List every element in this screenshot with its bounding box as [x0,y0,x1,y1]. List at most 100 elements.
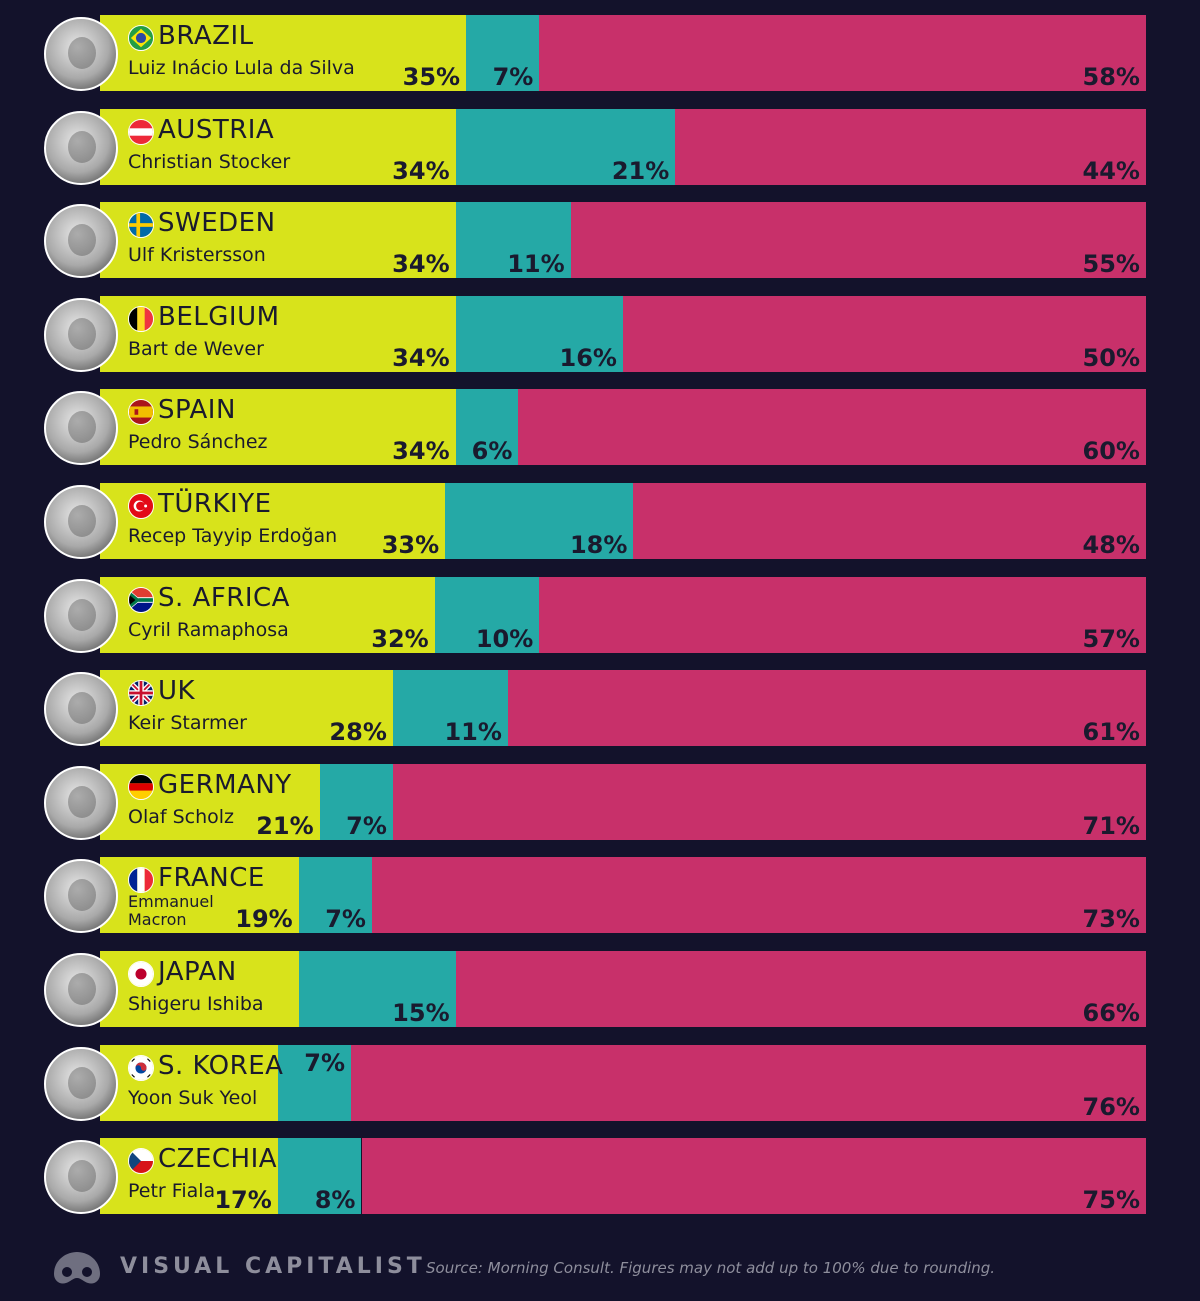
neutral-value-label: 18% [569,531,628,559]
belgium-flag-icon [128,306,154,332]
austria-flag-icon [128,119,154,145]
bar-row: 34% 16% 50% BELGIUM Bart de Wever [0,296,1200,372]
neutral-value-label: 10% [475,625,534,653]
country-label: JAPAN [158,957,237,987]
country-label: GERMANY [158,770,292,800]
disapprove-value-label: 61% [1082,718,1140,746]
neutral-value-label: 8% [314,1186,356,1214]
approve-value-label: 32% [371,625,429,653]
approve-value-label: 35% [402,63,461,91]
leader-name: Recep Tayyip Erdoğan [128,525,338,547]
visual-capitalist-logo-icon [54,1252,100,1284]
neutral-value-label: 15% [392,999,450,1027]
disapprove-value-label: 48% [1082,531,1140,559]
neutral-value-label: 7% [304,1049,346,1077]
neutral-value-label: 11% [444,718,502,746]
bar-disapprove: 73% [371,857,1146,933]
disapprove-value-label: 44% [1082,157,1140,185]
bar-neutral: 8% [277,1138,362,1214]
bar-neutral: 21% [455,109,676,185]
bar-approve: 32% [100,577,435,653]
bar-row: 28% 11% 61% UK Keir Starmer [0,670,1200,746]
leader-portrait-icon [44,1140,118,1214]
approve-value-label: 19% [235,905,293,933]
leader-portrait-icon [44,298,118,372]
leader-portrait-icon [44,579,118,653]
bar-neutral: 7% [466,15,540,91]
approve-value-label: 21% [256,812,314,840]
disapprove-value-label: 50% [1082,344,1140,372]
bar-approve: 17% [100,1138,278,1214]
bar-neutral: 7% [319,764,393,840]
bar-approve: 35% [100,15,467,91]
approve-value-label: 34% [392,250,450,278]
neutral-value-label: 7% [492,63,534,91]
approval-chart: 35% 7% 58% BRAZIL Luiz Inácio Lula da Silva 3… [0,15,1200,1214]
leader-name: Emmanuel Macron [128,892,214,929]
leader-portrait-icon [44,17,118,91]
leader-name: Cyril Ramaphosa [128,619,289,641]
bar-disapprove: 50% [623,296,1146,372]
country-label: S. AFRICA [158,583,290,613]
bar-row: 21% 7% 71% GERMANY Olaf Scholz [0,764,1200,840]
brazil-flag-icon [128,25,154,51]
country-label: SPAIN [158,395,236,425]
disapprove-value-label: 60% [1082,437,1140,465]
leader-name: Pedro Sánchez [128,431,268,453]
bar-disapprove: 60% [518,389,1146,465]
footer: VISUAL CAPITALIST Source: Morning Consul… [0,1240,1200,1301]
japan-flag-icon [128,961,154,987]
country-label: AUSTRIA [158,115,275,145]
czechia-flag-icon [128,1148,154,1174]
leader-portrait-icon [44,766,118,840]
disapprove-value-label: 75% [1082,1186,1140,1214]
leader-portrait-icon [44,485,118,559]
country-label: FRANCE [158,863,265,893]
germany-flag-icon [128,774,154,800]
bar-neutral: 7% [298,857,372,933]
spain-flag-icon [128,399,154,425]
neutral-value-label: 11% [507,250,565,278]
bar-neutral: 6% [455,389,519,465]
country-label: UK [158,676,196,706]
country-label: BRAZIL [158,21,254,51]
leader-portrait-icon [44,111,118,185]
leader-name: Ulf Kristersson [128,244,266,266]
country-label: TÜRKIYE [158,489,272,519]
bar-row: 7% 76% S. KOREA Yoon Suk Yeol [0,1045,1200,1121]
country-label: BELGIUM [158,302,280,332]
approve-value-label: 33% [381,531,440,559]
leader-name: Shigeru Ishiba [128,993,264,1015]
country-label: SWEDEN [158,208,276,238]
bar-row: 34% 21% 44% AUSTRIA Christian Stocker [0,109,1200,185]
approve-value-label: 34% [392,157,450,185]
disapprove-value-label: 73% [1082,905,1140,933]
disapprove-value-label: 66% [1082,999,1140,1027]
disapprove-value-label: 76% [1082,1093,1140,1121]
bar-row: 34% 11% 55% SWEDEN Ulf Kristersson [0,202,1200,278]
bar-row: 17% 8% 75% CZECHIA Petr Fiala [0,1138,1200,1214]
leader-name: Luiz Inácio Lula da Silva [128,57,355,79]
country-label: S. KOREA [158,1051,284,1081]
approve-value-label: 17% [214,1186,272,1214]
bar-disapprove: 44% [675,109,1146,185]
disapprove-value-label: 71% [1082,812,1140,840]
leader-name: Petr Fiala [128,1180,216,1202]
bar-neutral: 11% [392,670,508,746]
bar-approve: 34% [100,389,456,465]
neutral-value-label: 6% [471,437,513,465]
source-note: Source: Morning Consult. Figures may not… [426,1259,996,1277]
approve-value-label: 34% [392,344,450,372]
bar-neutral: 10% [434,577,540,653]
bar-row: 34% 6% 60% SPAIN Pedro Sánchez [0,389,1200,465]
disapprove-value-label: 58% [1082,63,1140,91]
leader-name: Yoon Suk Yeol [128,1087,258,1109]
approve-value-label: 28% [329,718,387,746]
neutral-value-label: 7% [325,905,366,933]
bar-disapprove: 58% [539,15,1146,91]
bar-disapprove: 61% [507,670,1146,746]
bar-disapprove: 76% [351,1045,1146,1121]
bar-disapprove: 71% [392,764,1146,840]
bar-disapprove: 75% [361,1138,1146,1214]
bar-neutral: 15% [298,951,456,1027]
